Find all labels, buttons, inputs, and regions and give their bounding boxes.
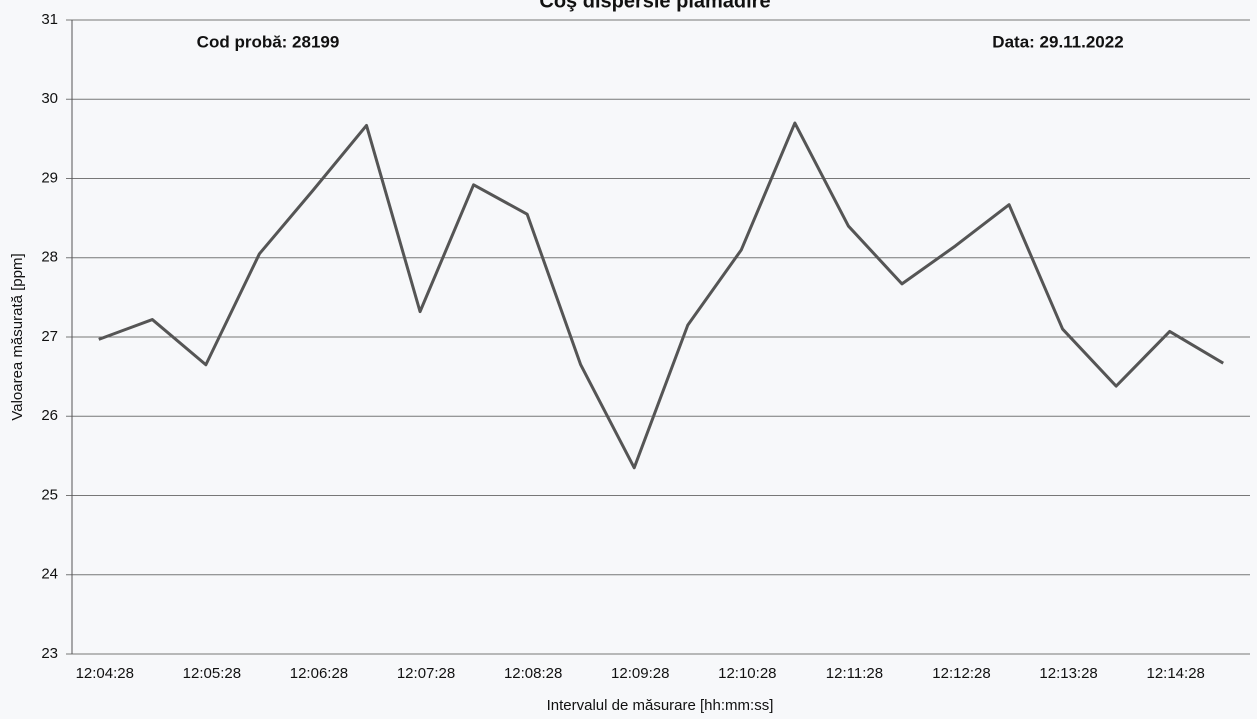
x-tick-label: 12:14:28 xyxy=(1146,665,1204,682)
y-tick-label: 26 xyxy=(41,407,58,424)
x-tick-label: 12:07:28 xyxy=(397,665,455,682)
x-tick-label: 12:13:28 xyxy=(1039,665,1097,682)
x-axis-label: Intervalul de măsurare [hh:mm:ss] xyxy=(547,697,774,714)
x-tick-label: 12:10:28 xyxy=(718,665,776,682)
y-tick-label: 31 xyxy=(41,11,58,28)
y-tick-label: 25 xyxy=(41,486,58,503)
chart-title: Coş dispersie plămădire xyxy=(539,0,770,12)
x-tick-label: 12:11:28 xyxy=(826,665,883,682)
y-tick-label: 28 xyxy=(41,249,58,266)
y-tick-label: 30 xyxy=(41,90,58,107)
x-tick-label: 12:05:28 xyxy=(183,665,241,682)
data-line xyxy=(98,121,1224,470)
x-tick-label: 12:09:28 xyxy=(611,665,669,682)
annotation: Data: 29.11.2022 xyxy=(992,32,1123,51)
annotation: Cod probă: 28199 xyxy=(197,32,340,51)
x-tick-label: 12:12:28 xyxy=(932,665,990,682)
y-axis-label: Valoarea măsurată [ppm] xyxy=(9,253,26,420)
y-tick-label: 27 xyxy=(41,328,58,345)
x-tick-label: 12:06:28 xyxy=(290,665,348,682)
y-tick-label: 24 xyxy=(41,566,58,583)
x-tick-label: 12:04:28 xyxy=(76,665,134,682)
x-tick-label: 12:08:28 xyxy=(504,665,562,682)
y-tick-label: 23 xyxy=(41,645,58,662)
y-tick-label: 29 xyxy=(41,169,58,186)
